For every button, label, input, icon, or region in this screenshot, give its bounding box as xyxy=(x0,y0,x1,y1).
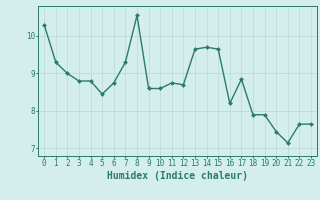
X-axis label: Humidex (Indice chaleur): Humidex (Indice chaleur) xyxy=(107,171,248,181)
